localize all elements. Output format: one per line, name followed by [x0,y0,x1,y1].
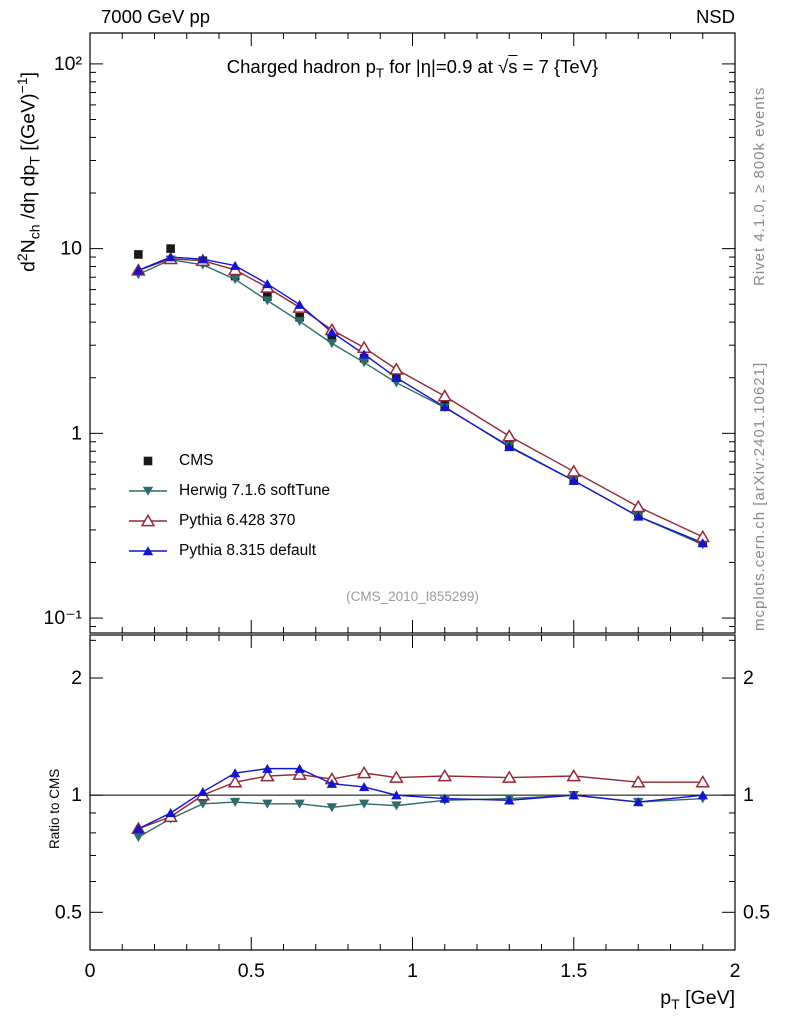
mcplots-citation-note: mcplots.cern.ch [arXiv:2401.10621] [751,361,768,631]
analysis-id-watermark: (CMS_2010_I855299) [346,589,479,604]
title-text-2: for |η|=0.9 at [384,56,499,77]
svg-text:0: 0 [85,960,96,982]
ylab-deta-dpt: /dη dp [17,164,40,225]
pythia8-triangle-up-marker-icon [129,546,167,556]
xlab-units: [GeV] [679,987,735,1009]
beam-info-label: 7000 GeV pp [101,6,211,27]
xlab-p: p [660,987,672,1009]
main-y-axis-title: d2Nch /dη dpT [(GeV)−1] [14,72,42,272]
svg-text:1: 1 [71,422,82,444]
ratio-series-line [138,772,703,830]
main-panel-series [131,244,711,550]
x-axis-title: pT [GeV] [660,987,735,1012]
event-class-label: NSD [695,6,735,27]
ratio-series-line [138,794,703,838]
ylab-sup-m1: −1 [14,77,30,94]
svg-text:2: 2 [730,960,741,982]
sqrt-s: s [508,56,518,77]
svg-text:10²: 10² [54,53,83,75]
svg-text:1: 1 [407,960,418,982]
ratio-series-line [138,767,703,830]
svg-text:0.5: 0.5 [743,901,770,923]
plot-title: Charged hadron pT for |η|=0.9 at √s = 7 … [90,56,735,81]
ylab-close: ] [17,71,40,78]
ylab-sub-ch: ch [26,224,43,240]
svg-text:2: 2 [71,667,82,689]
ylab-sub-T: T [26,156,43,165]
ylab-d: d [17,261,40,272]
svg-text:0.5: 0.5 [55,901,82,923]
legend-label: Pythia 8.315 default [179,542,317,559]
legend-label: CMS [179,452,214,469]
rivet-version-note: Rivet 4.1.0, ≥ 800k events [751,86,768,286]
legend-entry-pythia6: Pythia 6.428 370 [126,506,330,536]
ylab-N: N [17,239,40,254]
series-line [138,256,704,544]
legend-entry-herwig: Herwig 7.1.6 softTune [126,476,330,506]
pythia6-open-triangle-marker-icon [129,513,167,527]
herwig-triangle-down-marker-icon [129,486,167,496]
sqrt-sign: √ [498,56,509,77]
svg-text:10: 10 [60,238,82,260]
series-line [138,258,704,538]
legend-label: Herwig 7.1.6 softTune [179,482,331,499]
legend-label: Pythia 6.428 370 [179,512,296,529]
title-text-3: = 7 {TeV} [517,56,599,77]
title-text: Charged hadron p [226,56,376,77]
ylab-sup2: 2 [14,253,30,262]
ylab-units: [(GeV) [17,93,40,157]
ratio-panel-frame [89,634,736,951]
svg-text:1.5: 1.5 [560,960,587,982]
svg-text:2: 2 [743,667,754,689]
legend-entry-pythia8: Pythia 8.315 default [126,536,330,566]
svg-text:1: 1 [743,784,754,806]
cms-square-marker-icon [143,456,153,466]
svg-text:10⁻¹: 10⁻¹ [44,607,83,629]
svg-text:1: 1 [71,784,82,806]
axes: 10² 10 1 10⁻¹ 2 2 1 1 0.5 0.5 0 0.5 1 1.5 2 [44,32,770,982]
xlab-sub-T: T [671,995,680,1012]
title-sub-T: T [375,65,385,81]
svg-text:0.5: 0.5 [238,960,265,982]
ratio-y-axis-title: Ratio to CMS [47,768,62,849]
legend-entry-cms: CMS [126,446,330,476]
legend: CMS Herwig 7.1.6 softTune Pythia 6.428 3… [126,446,330,566]
ratio-panel-series [131,763,711,842]
